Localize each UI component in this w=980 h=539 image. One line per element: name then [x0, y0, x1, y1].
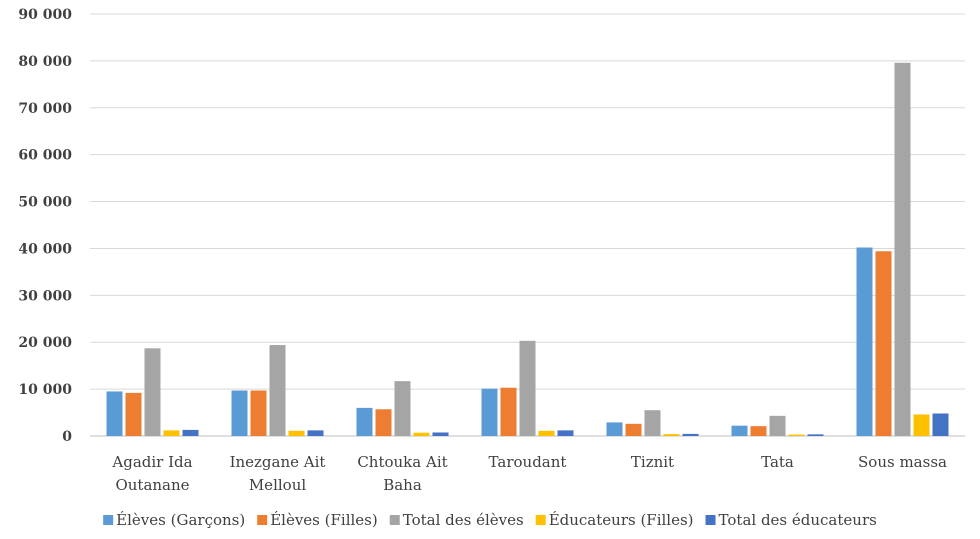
y-tick-label: 20 000 — [18, 335, 72, 351]
bar — [413, 432, 430, 436]
y-tick-label: 50 000 — [18, 195, 72, 211]
bar — [606, 422, 623, 436]
legend-label: Total des élèves — [403, 511, 524, 529]
x-tick-label: Chtouka Ait Baha — [357, 453, 447, 494]
y-tick-label: 90 000 — [18, 7, 72, 23]
bar — [557, 430, 574, 436]
y-tick-label: 30 000 — [18, 288, 72, 304]
bar — [519, 340, 536, 436]
y-tick-label: 40 000 — [18, 241, 72, 257]
bar — [731, 425, 748, 436]
x-axis-ticks: Agadir Ida Outanane Inezgane Ait Melloul Cht… — [111, 453, 947, 494]
bar — [538, 430, 555, 436]
x-tick-label: Sous massa — [858, 453, 947, 471]
bar — [269, 345, 286, 436]
legend-label: Éducateurs (Filles) — [549, 511, 694, 529]
x-tick-label: Agadir Ida Outanane — [111, 453, 192, 494]
bar — [682, 433, 699, 436]
bar — [807, 434, 824, 436]
bar — [750, 426, 767, 436]
bar — [250, 390, 267, 436]
bar — [356, 407, 373, 436]
y-tick-label: 80 000 — [18, 54, 72, 70]
bar — [394, 381, 411, 436]
x-tick-label: Tata — [761, 453, 794, 471]
bar — [788, 434, 805, 436]
y-tick-label: 0 — [62, 429, 72, 445]
bar — [625, 423, 642, 436]
gridlines — [90, 13, 965, 437]
bar — [231, 390, 248, 436]
y-axis-ticks: 0 10 000 20 000 30 000 40 000 50 000 60 000 70 … — [18, 7, 72, 445]
bar — [182, 429, 199, 436]
legend-swatch — [705, 515, 716, 525]
bar — [894, 62, 911, 437]
bar — [288, 430, 305, 436]
bar — [913, 414, 930, 436]
bar — [932, 413, 949, 436]
legend-item: Total des élèves — [389, 511, 524, 529]
bar — [432, 432, 449, 436]
y-tick-label: 70 000 — [18, 101, 72, 117]
legend-label: Élèves (Garçons) — [116, 511, 245, 529]
legend-item: Total des éducateurs — [705, 511, 877, 529]
legend-item: Éducateurs (Filles) — [535, 511, 694, 529]
bar — [500, 387, 517, 436]
legend-item: Élèves (Garçons) — [103, 511, 245, 529]
x-tick-label: Inezgane Ait Melloul — [230, 453, 326, 494]
bar — [106, 391, 123, 436]
bar — [644, 410, 661, 436]
x-tick-label: Tiznit — [631, 453, 674, 471]
bar — [375, 409, 392, 436]
bar — [856, 247, 873, 436]
x-tick-label: Taroudant — [489, 453, 567, 471]
legend-swatch — [103, 515, 114, 525]
bar — [307, 430, 324, 436]
bar — [769, 415, 786, 436]
legend-swatch — [389, 515, 400, 525]
bar — [144, 348, 161, 436]
bar — [163, 430, 180, 436]
bars — [106, 62, 949, 437]
y-tick-label: 10 000 — [18, 382, 72, 398]
legend: Élèves (Garçons) Élèves (Filles) Total des… — [103, 511, 877, 529]
legend-swatch — [535, 515, 546, 525]
y-tick-label: 60 000 — [18, 148, 72, 164]
legend-label: Total des éducateurs — [719, 511, 877, 529]
bar — [875, 251, 892, 436]
bar — [481, 388, 498, 436]
legend-label: Élèves (Filles) — [270, 511, 378, 529]
bar — [663, 434, 680, 436]
legend-swatch — [257, 515, 268, 525]
bar — [125, 392, 142, 436]
legend-item: Élèves (Filles) — [257, 511, 378, 529]
